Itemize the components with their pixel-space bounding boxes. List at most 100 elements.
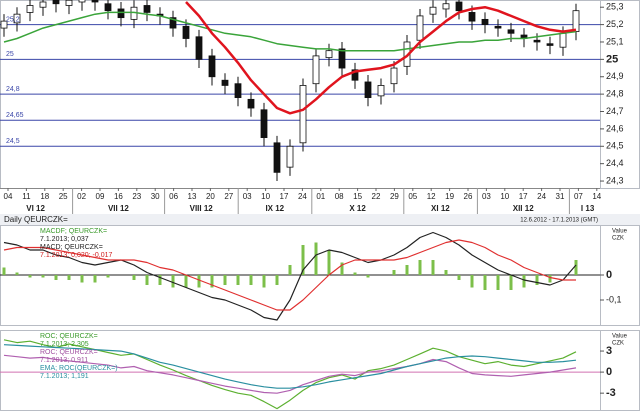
x-tick-label: 25 [59,192,68,201]
series-line [3,344,577,389]
x-tick-label: 01 [316,192,325,201]
candle-body [572,10,580,32]
x-tick-label: 10 [500,192,509,201]
legend-entry: 7.1.2013; 0,911 [40,357,88,364]
panel-header [0,214,640,225]
x-tick-label: 29 [390,192,399,201]
y-tick-label: 0 [606,269,612,281]
x-tick-label: 04 [4,192,13,201]
series-line [185,1,577,115]
month-label: I 13 [581,204,595,213]
candle-body [91,0,99,3]
histogram-bar [236,275,240,285]
x-tick-label: 18 [40,192,49,201]
x-tick-label: 20 [206,192,215,201]
candle-body [0,20,8,29]
candle-body [78,0,86,3]
legend-entry: ROC; QEURCZK= [40,333,98,340]
histogram-bar [301,245,305,275]
y-tick-label: 24,8 [606,89,624,99]
x-tick-label: 11 [22,192,31,201]
histogram-bar [132,275,136,280]
legend-entry: 7.1.2013; 2,305 [40,341,89,348]
x-tick-label: 19 [445,192,454,201]
histogram-bar [28,275,32,278]
histogram-bar [535,275,539,285]
legend-entry: 7.1.2013; 0,020; -0,017 [40,252,112,259]
y-tick-label: 25,3 [606,2,624,12]
panel-title: Daily QEURCZK= [4,215,68,224]
y-tick-label: -3 [606,387,616,399]
candle-body [104,3,112,12]
candle-body [169,17,177,29]
histogram-bar [340,262,344,275]
candle-body [364,81,372,99]
y-tick-label: 24,7 [606,106,624,116]
x-tick-label: 12 [427,192,436,201]
candle-body [442,3,450,10]
candle-body [325,50,333,59]
candle-body [234,83,242,99]
month-label: IX 12 [265,204,284,213]
plot [0,231,600,321]
histogram-bar [548,275,552,283]
histogram-bar [67,275,71,280]
month-label: VIII 12 [190,204,214,213]
legend-entry: MACD; QEURCZK= [40,244,103,251]
histogram-bar [171,275,175,288]
y-tick-label: -0,1 [606,294,622,304]
histogram-bar [483,275,487,290]
month-label: X 12 [349,204,366,213]
candle-body [65,0,73,6]
histogram-bar [574,260,578,275]
y-tick-label: 25 [606,53,618,65]
candle-body [429,6,437,15]
x-tick-label: 15 [353,192,362,201]
level-label: 24,65 [6,112,24,119]
histogram-bar [314,242,318,275]
x-tick-label: 31 [556,192,565,201]
histogram-bar [54,275,58,280]
month-label: XII 12 [513,204,534,213]
candle-body [559,32,567,48]
series-line [3,239,576,311]
y-tick-label: 25,1 [606,36,624,46]
histogram-bar [496,275,500,290]
candle-body [351,69,359,81]
x-tick-label: 13 [188,192,197,201]
histogram-bar [93,275,97,283]
level-label: 25 [6,51,14,58]
series-line [3,11,577,52]
candle-body [39,1,47,8]
x-tick-label: 10 [261,192,270,201]
histogram-bar [15,272,19,275]
histogram-bar [158,275,162,285]
x-tick-label: 09 [96,192,105,201]
histogram-bar [197,275,201,288]
unit-label: Value [612,229,628,235]
candle-body [390,67,398,85]
candle-body [52,0,60,5]
candle-body [312,55,320,85]
x-tick-label: 03 [482,192,491,201]
candle-body [182,25,190,39]
x-tick-label: 05 [408,192,417,201]
y-tick-label: 24,9 [606,71,624,81]
x-tick-label: 26 [464,192,473,201]
histogram-bar [210,275,214,288]
histogram-bar [106,275,110,278]
candle-body [143,5,151,13]
histogram-bar [184,275,188,288]
histogram-bar [249,275,253,285]
unit-label: CZK [612,341,624,347]
y-tick-label: 24,6 [606,123,624,133]
histogram-bar [2,267,6,275]
y-tick-label: 3 [606,345,612,357]
date-range: 12.6.2012 - 17.1.2013 (GMT) [520,218,598,224]
legend-entry: MACDF; QEURCZK= [40,228,107,235]
x-tick-label: 14 [592,192,601,201]
histogram-bar [444,270,448,275]
x-tick-label: 03 [243,192,252,201]
plot [0,0,600,182]
